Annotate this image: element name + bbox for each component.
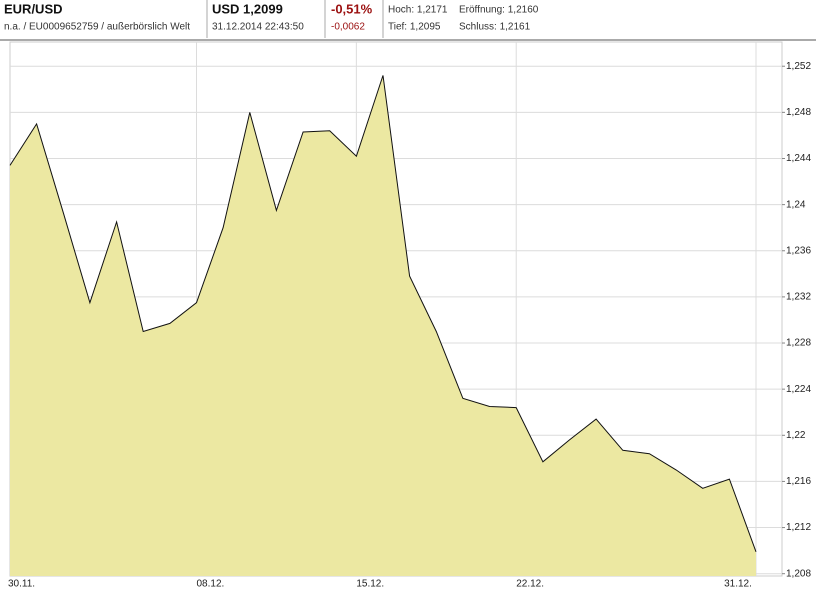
x-tick-label: 15.12. bbox=[356, 579, 384, 590]
change-pct: -0,51% bbox=[331, 1, 373, 16]
area-fill bbox=[10, 75, 756, 577]
x-tick-label: 08.12. bbox=[197, 579, 225, 590]
y-tick-label: 1,224 bbox=[786, 384, 811, 395]
price: USD 1,2099 bbox=[212, 1, 283, 16]
open: Eröffnung: 1,2160 bbox=[459, 5, 539, 16]
y-tick-label: 1,216 bbox=[786, 476, 811, 487]
y-tick-label: 1,228 bbox=[786, 338, 811, 349]
y-tick-label: 1,22 bbox=[786, 430, 806, 441]
y-tick-label: 1,252 bbox=[786, 61, 811, 72]
y-tick-label: 1,236 bbox=[786, 245, 811, 256]
y-tick-label: 1,212 bbox=[786, 522, 811, 533]
price-line bbox=[9, 75, 757, 552]
close: Schluss: 1,2161 bbox=[459, 22, 531, 33]
y-tick-label: 1,232 bbox=[786, 292, 811, 303]
instrument-subtitle: n.a. / EU0009652759 / außerbörslich Welt bbox=[4, 22, 190, 33]
y-tick-label: 1,248 bbox=[786, 107, 811, 118]
low: Tief: 1,2095 bbox=[388, 22, 441, 33]
x-tick-label: 31.12. bbox=[724, 579, 752, 590]
x-tick-label: 30.11. bbox=[8, 579, 35, 590]
instrument-title: EUR/USD bbox=[4, 1, 63, 16]
timestamp: 31.12.2014 22:43:50 bbox=[212, 22, 304, 33]
header-bg bbox=[0, 0, 816, 40]
y-tick-label: 1,244 bbox=[786, 153, 811, 164]
change-abs: -0,0062 bbox=[331, 22, 365, 33]
high: Hoch: 1,2171 bbox=[388, 5, 448, 16]
y-tick-label: 1,24 bbox=[786, 199, 806, 210]
y-tick-label: 1,208 bbox=[786, 568, 811, 579]
x-tick-label: 22.12. bbox=[516, 579, 544, 590]
